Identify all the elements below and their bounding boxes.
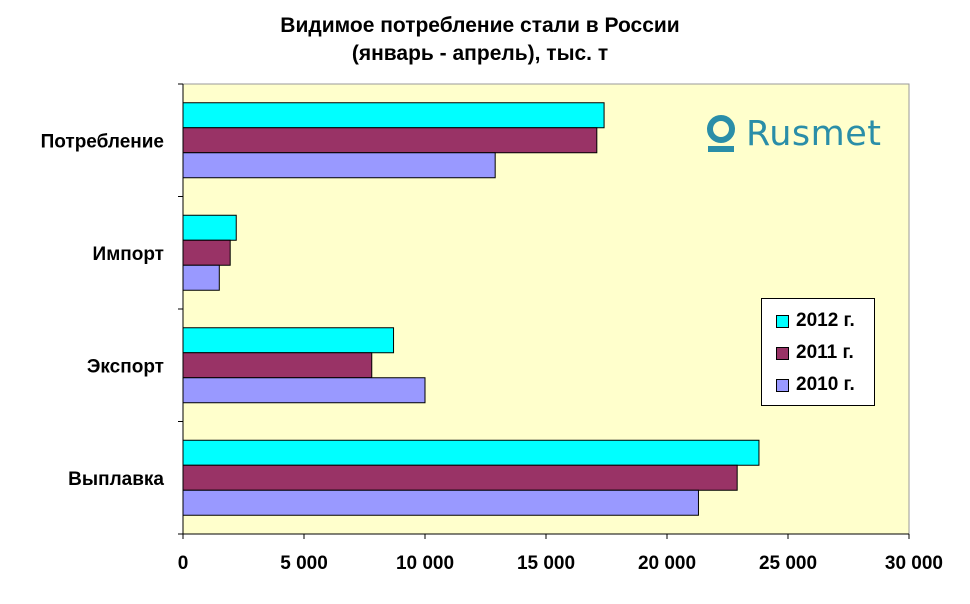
x-tick-label: 25 000 [759, 553, 817, 574]
chart-legend: 2012 г. 2011 г. 2010 г. [761, 298, 875, 406]
x-tick-label: 30 000 [885, 553, 943, 574]
bar-0-2 [182, 152, 496, 179]
category-label: Импорт [93, 244, 164, 265]
bar-2-2 [182, 377, 426, 404]
bar-2-1 [182, 352, 373, 379]
legend-swatch-2012 [776, 314, 789, 328]
bar-1-2 [182, 264, 220, 291]
x-tick-label: 5 000 [280, 553, 328, 574]
bar-0-0 [182, 102, 605, 129]
rusmet-logo-icon [707, 115, 735, 152]
x-tick-label: 20 000 [638, 553, 696, 574]
legend-label-2011: 2011 г. [796, 342, 854, 363]
bar-1-1 [182, 239, 231, 266]
bars-group [182, 102, 760, 516]
legend-label-2010: 2010 г. [796, 374, 855, 395]
bar-3-0 [182, 439, 760, 466]
rusmet-logo: Rusmet [706, 114, 882, 154]
legend-item-2012: 2012 г. [762, 305, 874, 337]
category-label: Выплавка [68, 469, 164, 490]
bar-2-0 [182, 327, 395, 354]
category-label: Экспорт [87, 356, 164, 377]
bar-1-0 [182, 214, 237, 241]
legend-swatch-2011 [776, 346, 789, 360]
bar-3-1 [182, 464, 738, 491]
legend-swatch-2010 [776, 378, 789, 392]
bar-0-1 [182, 127, 598, 154]
rusmet-logo-text: Rusmet [746, 114, 882, 154]
x-tick-label: 0 [178, 553, 189, 574]
legend-item-2011: 2011 г. [762, 337, 874, 369]
bar-3-2 [182, 489, 699, 516]
legend-label-2012: 2012 г. [796, 310, 855, 331]
x-tick-label: 15 000 [517, 553, 575, 574]
chart-title: Видимое потребление стали в России [280, 14, 680, 37]
category-label: Потребление [41, 131, 164, 152]
x-tick-label: 10 000 [396, 553, 454, 574]
axes-group: Потребление Импорт Экспорт Выплавка 0 5 000 10… [41, 83, 943, 574]
chart-subtitle: (январь - апрель), тыс. т [351, 42, 609, 65]
legend-item-2010: 2010 г. [762, 369, 874, 401]
